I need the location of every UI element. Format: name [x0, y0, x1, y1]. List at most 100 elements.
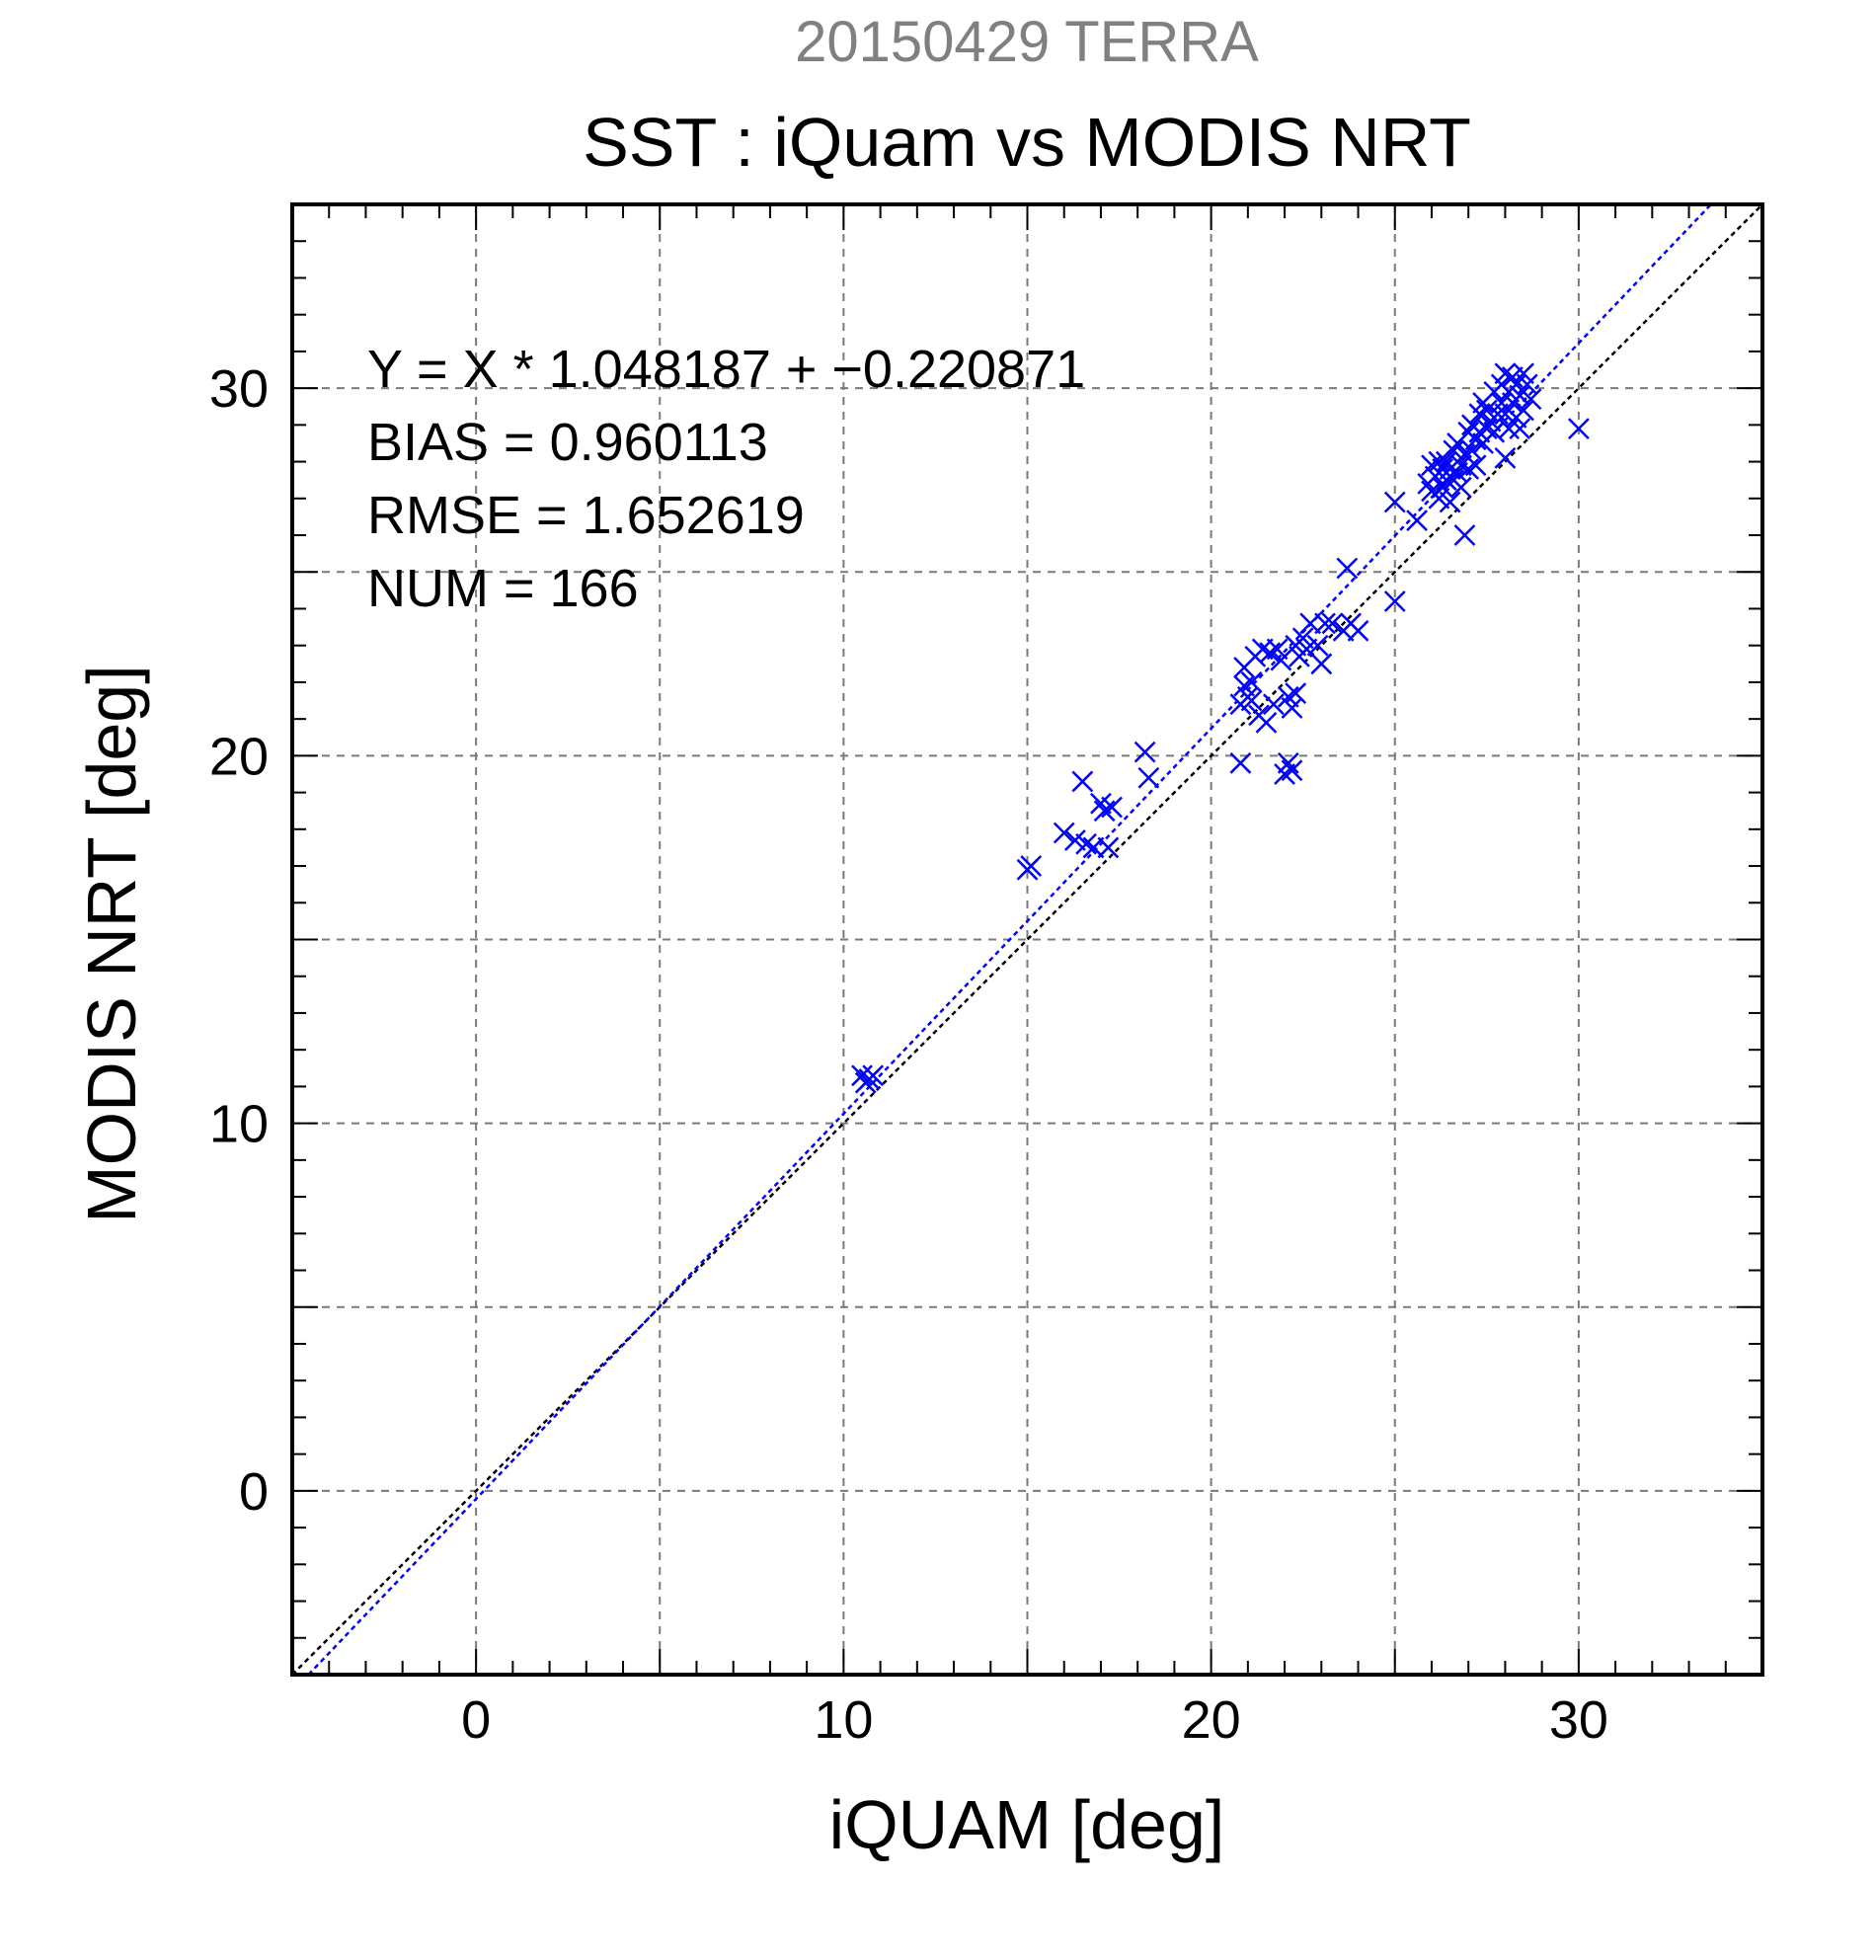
data-point — [1321, 612, 1344, 635]
data-point — [1498, 418, 1521, 439]
data-point — [1277, 751, 1299, 774]
data-point — [1383, 590, 1406, 612]
data-point-stroke — [1020, 855, 1043, 877]
data-point-stroke — [1075, 832, 1097, 855]
data-point-stroke — [1240, 671, 1263, 693]
data-point-stroke — [1406, 510, 1428, 532]
data-point-stroke — [1498, 418, 1521, 439]
data-point-stroke — [1567, 418, 1590, 439]
data-point — [1137, 766, 1160, 789]
data-point — [1428, 450, 1450, 473]
data-point — [851, 1064, 873, 1087]
data-point-stroke — [1229, 751, 1252, 774]
fit-equation-label: Y = X * 1.048187 + −0.220871 — [367, 340, 1085, 399]
tick-labels: 0 10 20 30 0 10 20 30 — [209, 359, 1608, 1750]
data-point — [1449, 476, 1472, 499]
data-point — [1097, 836, 1120, 859]
data-point-stroke — [1439, 491, 1461, 513]
data-point-stroke — [1516, 373, 1538, 396]
data-point — [1457, 458, 1480, 480]
data-point-stroke — [1097, 836, 1120, 859]
data-point-stroke — [1255, 711, 1278, 734]
data-point-stroke — [1457, 458, 1480, 480]
data-point — [1020, 855, 1043, 877]
data-point-stroke — [1240, 689, 1263, 712]
data-point — [1516, 373, 1538, 396]
data-point — [1240, 689, 1263, 712]
data-point — [1075, 832, 1097, 855]
data-point — [862, 1064, 885, 1087]
data-point — [1281, 697, 1303, 719]
data-point-stroke — [1483, 421, 1506, 443]
y-tick-label: 0 — [239, 1462, 269, 1522]
data-point — [1513, 399, 1534, 422]
data-point-stroke — [1494, 403, 1517, 426]
data-point-stroke — [1421, 454, 1443, 477]
data-point-stroke — [1321, 612, 1344, 635]
data-point-stroke — [1347, 619, 1369, 642]
data-point-stroke — [1453, 524, 1476, 546]
data-point — [1475, 418, 1498, 439]
data-point — [1071, 770, 1094, 793]
data-point-stroke — [1336, 557, 1359, 580]
data-point-stroke — [1277, 751, 1299, 774]
data-point-stroke — [1314, 612, 1336, 635]
data-point-stroke — [1281, 759, 1303, 782]
y-tick-label: 10 — [209, 1095, 269, 1154]
data-point — [1406, 510, 1428, 532]
data-point-stroke — [1277, 685, 1299, 708]
data-point — [1229, 751, 1252, 774]
data-point — [1093, 800, 1116, 823]
x-tick-label: 20 — [1182, 1690, 1241, 1750]
data-point-stroke — [1053, 822, 1075, 844]
data-point — [1310, 653, 1333, 675]
data-point — [1101, 796, 1124, 819]
y-tick-label: 20 — [209, 727, 269, 786]
data-point-stroke — [1464, 454, 1487, 477]
y-tick-label: 30 — [209, 359, 269, 419]
data-point-stroke — [1513, 362, 1534, 385]
data-point-stroke — [1383, 491, 1406, 513]
num-label: NUM = 166 — [367, 559, 639, 618]
data-point — [1347, 619, 1369, 642]
plot-frame — [290, 202, 1764, 1677]
chart-supertitle: 20150429 TERRA — [795, 10, 1259, 74]
data-point-stroke — [1475, 399, 1498, 422]
rmse-label: RMSE = 1.652619 — [367, 486, 805, 545]
data-point — [1053, 822, 1075, 844]
data-point — [1453, 524, 1476, 546]
data-point-stroke — [851, 1064, 873, 1087]
data-point — [1306, 634, 1329, 657]
data-point — [1314, 612, 1336, 635]
data-point-stroke — [1475, 418, 1498, 439]
data-point-stroke — [1428, 450, 1450, 473]
data-point — [1259, 642, 1282, 665]
data-point — [1483, 421, 1506, 443]
data-point — [1464, 454, 1487, 477]
data-point-stroke — [1285, 682, 1307, 704]
data-point — [1285, 682, 1307, 704]
data-point-stroke — [1494, 362, 1517, 385]
bias-label: BIAS = 0.960113 — [367, 413, 768, 472]
data-point — [1567, 418, 1590, 439]
data-point-stroke — [1137, 766, 1160, 789]
data-point-stroke — [1233, 674, 1256, 697]
data-point-stroke — [1310, 653, 1333, 675]
data-point-stroke — [1291, 627, 1314, 650]
stats-annotations: Y = X * 1.048187 + −0.220871 BIAS = 0.96… — [367, 340, 1085, 618]
data-point-stroke — [1453, 443, 1476, 466]
data-point-stroke — [1266, 638, 1289, 661]
data-point-stroke — [1281, 697, 1303, 719]
data-point-stroke — [1449, 476, 1472, 499]
data-point — [1336, 557, 1359, 580]
data-point-stroke — [1490, 392, 1513, 414]
data-point-stroke — [1090, 792, 1112, 815]
data-point-stroke — [862, 1064, 885, 1087]
data-point-stroke — [1263, 693, 1285, 716]
data-point-stroke — [1513, 399, 1534, 422]
data-point-stroke — [1383, 590, 1406, 612]
data-point — [1281, 759, 1303, 782]
data-point-stroke — [1505, 373, 1527, 396]
